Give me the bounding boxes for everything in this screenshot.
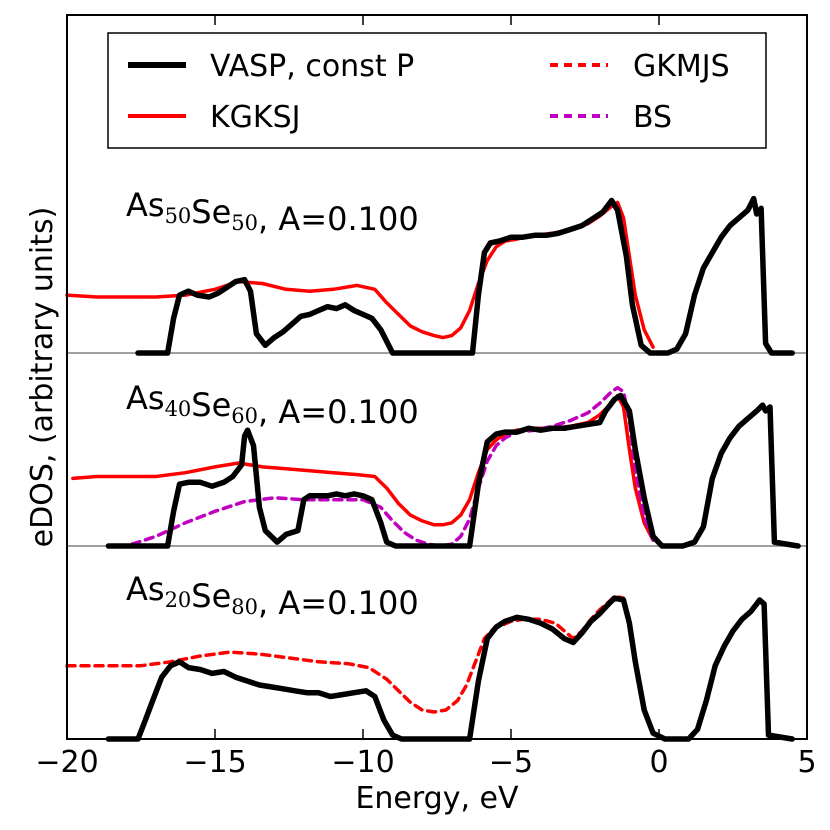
legend-label-kgksj: KGKSJ: [210, 100, 300, 135]
x-tick-label-4: 0: [649, 745, 668, 780]
series-vasp-panel-2: [105, 392, 801, 549]
x-axis: −20 −15 −10 −5 0 5: [35, 15, 817, 780]
legend-label-vasp: VASP, const P: [210, 49, 414, 84]
panel-2: As40Se60, A=0.100: [67, 379, 807, 549]
x-tick-label-3: −5: [489, 745, 533, 780]
panel-label-2: As40Se60, A=0.100: [126, 379, 419, 431]
legend-box: [107, 32, 767, 149]
panels-group: As50Se50, A=0.100 As40Se60, A=0.100 As20Se…: [65, 186, 807, 742]
x-tick-label-5: 5: [797, 745, 816, 780]
plot-frame: [66, 14, 808, 740]
series-vasp-panel-3: [105, 595, 795, 742]
y-axis-label: eDOS, (arbitrary units): [25, 207, 60, 548]
x-tick-label-0: −20: [35, 745, 98, 780]
panel-3: As20Se80, A=0.100: [65, 570, 795, 742]
x-tick-label-2: −10: [331, 745, 394, 780]
legend-label-bs: BS: [633, 100, 672, 135]
x-tick-label-1: −15: [183, 745, 246, 780]
panel-label-1: As50Se50, A=0.100: [126, 186, 419, 238]
series-vasp-panel-1: [135, 195, 795, 356]
panel-1: As50Se50, A=0.100: [65, 186, 807, 356]
series-gkmjs-panel-3: [65, 594, 655, 735]
legend: VASP, const P KGKSJ GKMJS BS: [107, 32, 767, 149]
panel-label-3: As20Se80, A=0.100: [126, 570, 419, 622]
legend-label-gkmjs: GKMJS: [633, 49, 730, 84]
x-axis-label: Energy, eV: [355, 781, 519, 816]
